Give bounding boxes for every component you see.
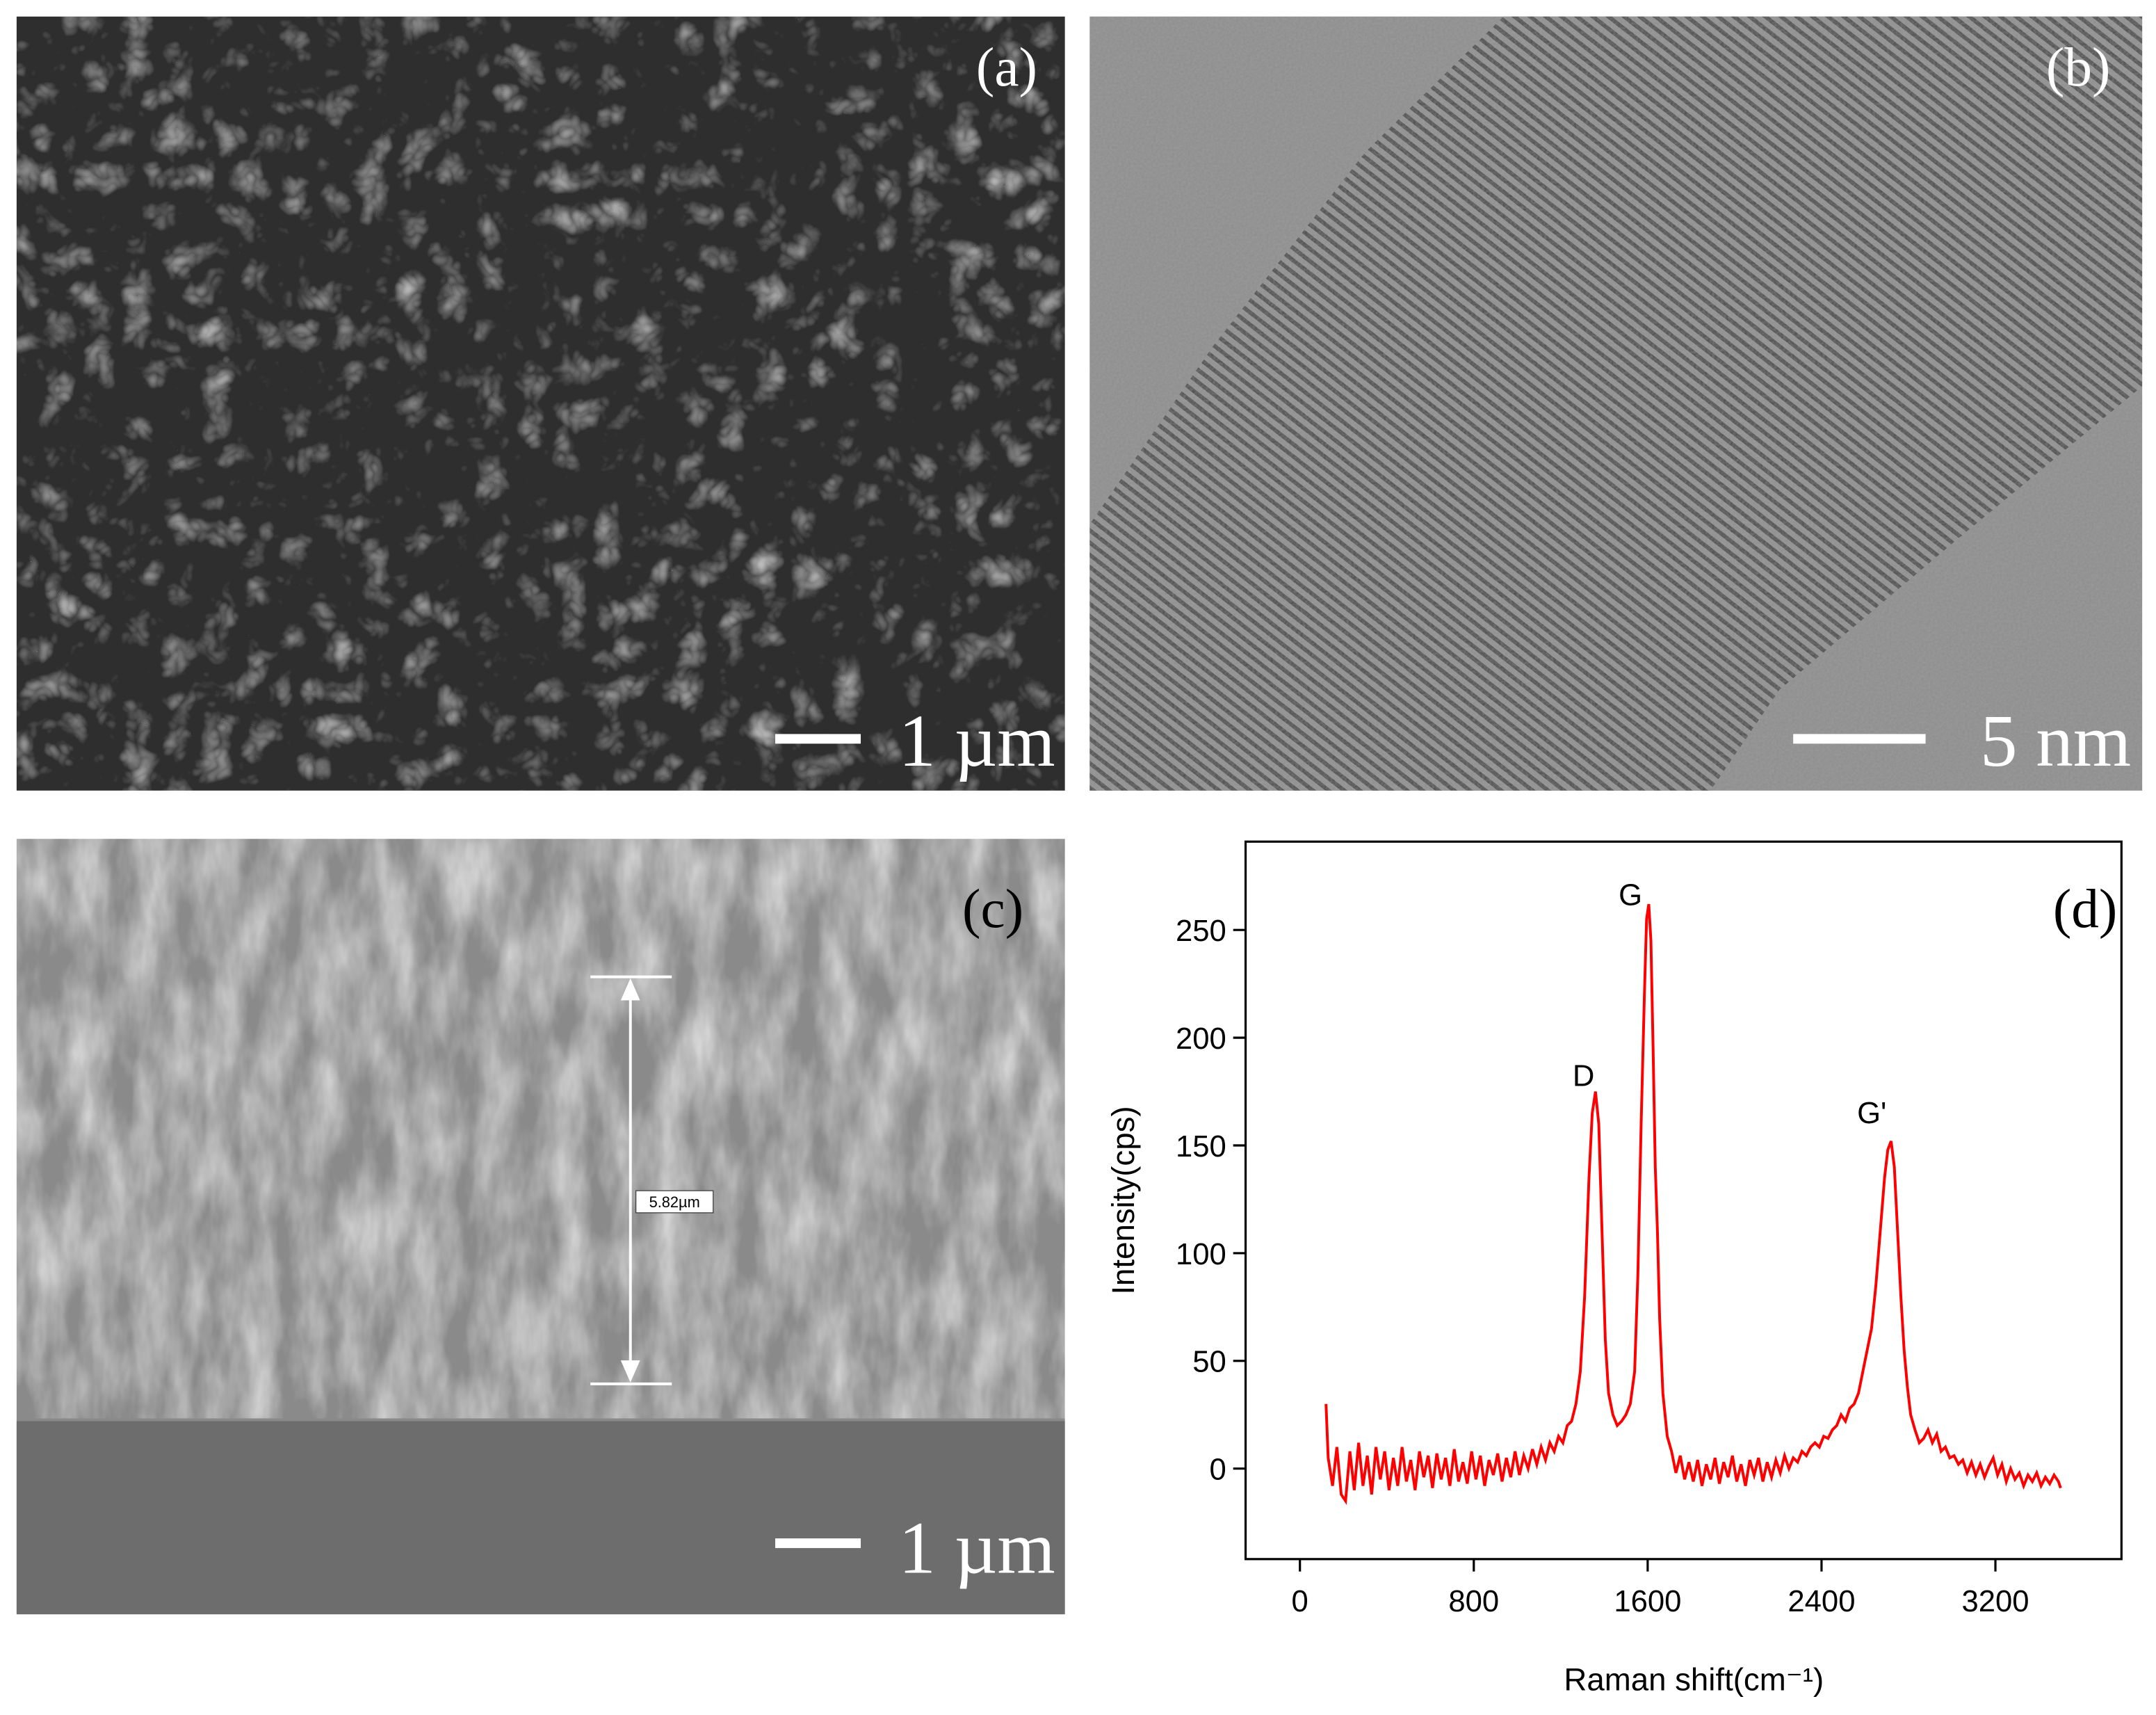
panel-d: (d) Raman shift(cm⁻¹) Intensity(cps) 0 80… [1105,840,2123,1697]
measurement-label: 5.82µm [649,1193,700,1211]
y-tick-label: 100 [1176,1237,1226,1271]
sem-texture [16,839,1065,1419]
peak-label: D [1573,1058,1595,1093]
arrow-head [620,1360,640,1383]
panel-label: (d) [2053,878,2118,940]
y-tick-label: 150 [1176,1129,1226,1164]
y-tick-label: 50 [1192,1345,1226,1379]
x-axis-label: Raman shift(cm⁻¹) [1564,1661,1824,1697]
x-tick-label: 1600 [1614,1584,1681,1618]
y-tick-label: 200 [1176,1022,1226,1056]
x-tick-label: 3200 [1961,1584,2029,1618]
spectrum-line [1324,903,2062,1505]
tem-noise [1089,16,2143,791]
substrate [16,1421,1065,1615]
panel-label: (a) [976,37,1037,98]
panel-label: (c) [962,878,1023,940]
plot-frame [1244,840,2123,1561]
measurement [590,975,672,1385]
scale-bar [775,1538,861,1548]
x-tick-label: 2400 [1788,1584,1855,1618]
peak-label: G [1619,878,1642,912]
y-tick-label: 250 [1176,914,1226,948]
y-tick-label: 0 [1210,1453,1226,1487]
panel-c: (c) 5.82µm 1 µm [16,839,1065,1615]
sem-texture [16,16,1065,791]
scale-bar [1793,734,1926,744]
panel-b: (b) 5 nm [1089,16,2143,791]
panel-label: (b) [2046,37,2111,98]
x-tick-label: 0 [1292,1584,1308,1618]
x-tick-label: 800 [1448,1584,1499,1618]
y-axis-label: Intensity(cps) [1105,1106,1141,1294]
panel-a: (a) 1 µm [16,16,1065,791]
scale-label: 5 nm [1980,700,2131,782]
peak-label: G' [1857,1096,1886,1130]
arrow-head [620,978,640,1001]
scale-label: 1 µm [898,1508,1055,1590]
measurement-box [635,1190,714,1214]
scale-bar [775,734,861,744]
scale-label: 1 µm [898,700,1055,782]
